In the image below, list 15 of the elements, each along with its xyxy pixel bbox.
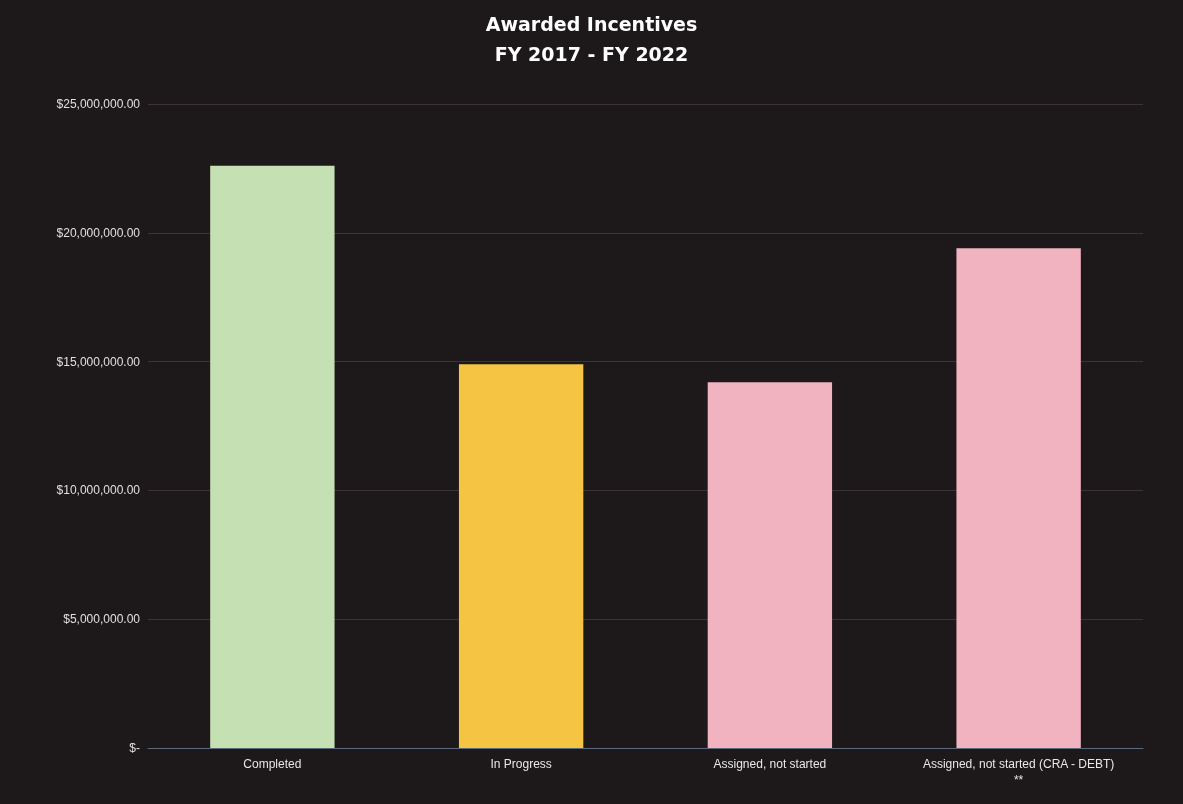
- x-tick-label: Assigned, not started: [713, 757, 827, 771]
- y-tick-label: $5,000,000.00: [63, 612, 141, 627]
- y-tick-label: $-: [129, 741, 140, 755]
- bar: [956, 248, 1081, 748]
- y-tick-label: $10,000,000.00: [56, 483, 141, 498]
- y-tick-label: $20,000,000.00: [56, 225, 141, 240]
- x-tick-label: Assigned, not started (CRA - DEBT) **: [922, 757, 1115, 787]
- chart-title: Awarded Incentives FY 2017 - FY 2022: [485, 13, 698, 65]
- bar: [458, 364, 584, 748]
- y-tick-label: $15,000,000.00: [56, 354, 141, 369]
- bar: [210, 165, 335, 748]
- x-tick-label: Completed: [243, 757, 302, 771]
- y-tick-label: $25,000,000.00: [56, 97, 141, 111]
- bar: [707, 382, 833, 748]
- x-tick-label: In Progress: [490, 757, 552, 771]
